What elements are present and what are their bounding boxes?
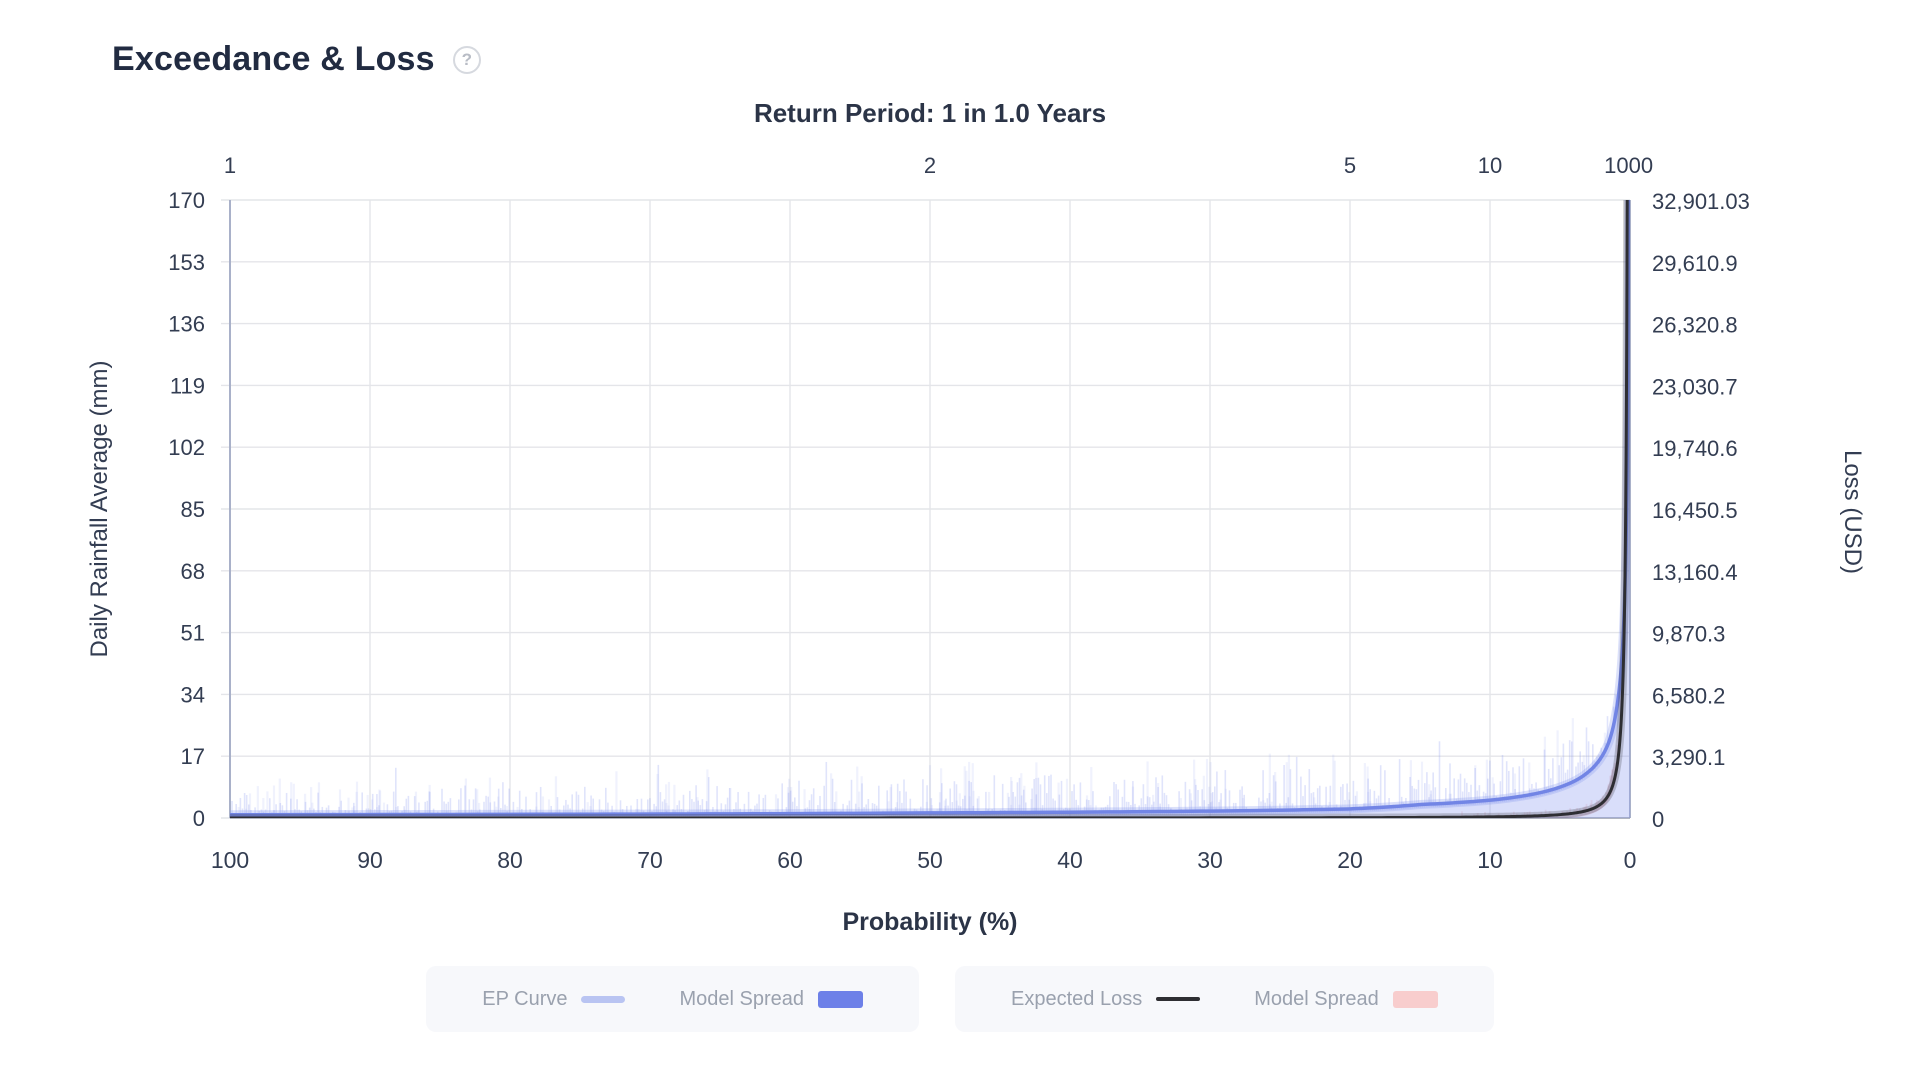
x-axis-title: Probability (%) <box>842 908 1017 936</box>
model-spread-loss-label: Model Spread <box>1254 987 1379 1010</box>
model-spread-loss-swatch <box>1392 990 1438 1008</box>
right-axis-tick-label: 16,450.5 <box>1652 498 1738 523</box>
chart-legend: EP Curve Model Spread Expected Loss Mode… <box>0 966 1920 1032</box>
right-axis-title: Loss (USD) <box>1839 450 1866 574</box>
bottom-axis-tick-label: 40 <box>1057 847 1083 873</box>
bottom-axis-tick-label: 30 <box>1197 847 1223 873</box>
legend-group-loss[interactable]: Expected Loss Model Spread <box>955 966 1494 1032</box>
right-axis-tick-label: 13,160.4 <box>1652 560 1738 585</box>
page-title: Exceedance & Loss <box>112 40 435 78</box>
bottom-axis-tick-label: 60 <box>777 847 803 873</box>
top-axis-tick-label: 1 <box>224 153 236 178</box>
left-axis-tick-label: 68 <box>181 559 205 584</box>
left-axis-tick-label: 51 <box>181 621 205 646</box>
legend-item-ep-curve[interactable]: EP Curve <box>482 987 626 1011</box>
left-axis-tick-label: 119 <box>170 373 205 398</box>
top-axis-tick-label: 1000 <box>1604 153 1653 178</box>
top-axis-tick-label: 2 <box>924 153 936 178</box>
bottom-axis-tick-label: 70 <box>637 847 663 873</box>
bottom-axis-tick-label: 20 <box>1337 847 1363 873</box>
left-axis-tick-label: 85 <box>181 497 205 522</box>
model-spread-rainfall-swatch <box>818 990 864 1008</box>
grid <box>221 199 1631 819</box>
model-spread-rainfall-label: Model Spread <box>679 987 805 1010</box>
right-axis-tick-label: 26,320.8 <box>1652 313 1738 338</box>
left-axis-tick-label: 0 <box>193 806 205 831</box>
right-axis-tick-label: 9,870.3 <box>1652 622 1725 647</box>
right-axis-tick-label: 6,580.2 <box>1652 683 1725 708</box>
bottom-axis-tick-label: 90 <box>357 847 383 873</box>
bottom-axis-tick-label: 50 <box>917 847 943 873</box>
left-axis-tick-label: 34 <box>181 682 205 707</box>
help-icon[interactable]: ? <box>452 45 481 74</box>
expected-loss-swatch <box>1156 997 1201 1001</box>
right-axis-tick-label: 19,740.6 <box>1652 436 1738 461</box>
return-period-title: Return Period: 1 in 1.0 Years <box>754 98 1106 128</box>
left-axis-tick-label: 102 <box>168 435 205 460</box>
left-axis-tick-label: 170 <box>168 188 205 213</box>
page-header: Exceedance & Loss ? <box>112 40 481 79</box>
right-axis-tick-label: 32,901.03 <box>1652 189 1750 214</box>
left-axis-tick-label: 136 <box>168 312 205 337</box>
legend-item-model-spread-rainfall[interactable]: Model Spread <box>679 987 864 1011</box>
right-axis-tick-label: 29,610.9 <box>1652 251 1738 276</box>
left-axis-title: Daily Rainfall Average (mm) <box>86 361 113 658</box>
left-axis-tick-label: 153 <box>168 250 205 275</box>
expected-loss-series <box>230 200 1630 818</box>
bottom-axis-tick-label: 80 <box>497 847 523 873</box>
legend-group-rainfall[interactable]: EP Curve Model Spread <box>426 966 920 1032</box>
right-axis-tick-label: 0 <box>1652 807 1664 832</box>
expected-loss-label: Expected Loss <box>1011 987 1143 1010</box>
ep-curve-swatch <box>581 995 626 1003</box>
legend-item-model-spread-loss[interactable]: Model Spread <box>1254 988 1438 1011</box>
bottom-axis-tick-label: 10 <box>1477 847 1503 873</box>
top-axis-tick-label: 10 <box>1478 153 1502 178</box>
top-axis-tick-label: 5 <box>1344 153 1356 178</box>
legend-item-expected-loss[interactable]: Expected Loss <box>1011 987 1201 1011</box>
right-axis-tick-label: 23,030.7 <box>1652 374 1738 399</box>
right-axis-tick-label: 3,290.1 <box>1652 745 1725 770</box>
left-axis-tick-label: 17 <box>181 744 205 769</box>
bottom-axis-tick-label: 100 <box>211 847 249 873</box>
ep-curve-label: EP Curve <box>482 987 568 1010</box>
bottom-axis-tick-label: 0 <box>1624 847 1637 873</box>
